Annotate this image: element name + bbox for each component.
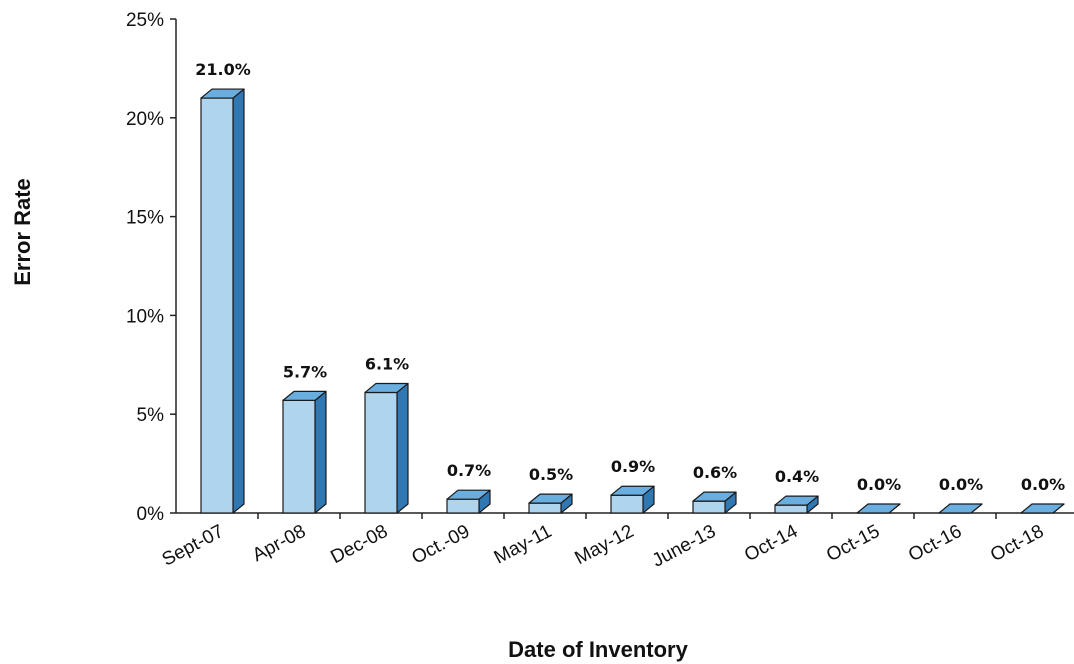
- x-tick-label: Oct.-09: [408, 521, 473, 569]
- y-tick-label: 15%: [126, 208, 164, 229]
- x-tick-label: Oct-18: [987, 521, 1047, 566]
- bar-front-face: [200, 97, 234, 514]
- x-tick-label: Apr-08: [249, 521, 309, 566]
- bar: [282, 390, 327, 514]
- bar-top-face: [1020, 503, 1065, 514]
- bar-front-face: [446, 498, 480, 514]
- data-label: 0.4%: [775, 467, 819, 486]
- bar: [692, 491, 737, 514]
- bar-top-face: [692, 491, 737, 502]
- y-axis: 0% 5% 10% 15% 20% 25%: [126, 10, 177, 525]
- x-tick-label: Oct-15: [823, 521, 883, 566]
- y-tick-label: 25%: [126, 10, 164, 31]
- x-tick-label: May-11: [491, 521, 556, 569]
- bar-front-face: [364, 391, 398, 514]
- bar: [528, 493, 573, 514]
- bar-side-face: [232, 88, 245, 514]
- bar: [364, 382, 409, 514]
- bar-top-face: [528, 493, 573, 504]
- bar-front-face: [610, 494, 644, 514]
- bar-top-face: [610, 485, 655, 496]
- x-axis-title: Date of Inventory: [508, 637, 688, 662]
- y-tick-label: 5%: [137, 405, 165, 426]
- data-label: 0.0%: [939, 475, 983, 494]
- bar-top-face: [856, 503, 901, 514]
- x-tick-label: Dec-08: [327, 521, 391, 568]
- bar: [856, 503, 901, 514]
- y-axis-title: Error Rate: [10, 178, 35, 286]
- bar-front-face: [528, 502, 562, 514]
- data-label: 0.0%: [1021, 475, 1065, 494]
- bar-top-face: [200, 88, 245, 99]
- data-label: 0.0%: [857, 475, 901, 494]
- x-tick-label: Sept-07: [159, 521, 228, 571]
- bar-top-face: [774, 495, 819, 506]
- bar-side-face: [396, 382, 409, 514]
- y-tick-label: 10%: [126, 306, 164, 327]
- x-tick-label: Oct-14: [741, 521, 802, 567]
- data-label: 0.9%: [611, 457, 655, 476]
- bar: [774, 495, 819, 514]
- bar-front-face: [774, 504, 808, 514]
- data-label: 0.6%: [693, 463, 737, 482]
- bars: [200, 88, 1065, 514]
- data-label: 0.7%: [447, 461, 491, 480]
- x-axis: Sept-07 Apr-08 Dec-08 Oct.-09 May-11 May-12 Ju…: [159, 512, 1074, 572]
- bar: [446, 489, 491, 514]
- bar-front-face: [282, 399, 316, 514]
- y-tick-label: 20%: [126, 109, 164, 130]
- bar-side-face: [314, 390, 327, 514]
- bar-front-face: [692, 500, 726, 514]
- bar: [938, 503, 983, 514]
- data-label: 6.1%: [365, 354, 409, 373]
- x-tick-label: May-12: [572, 521, 638, 569]
- bar: [610, 485, 655, 514]
- data-label: 0.5%: [529, 465, 573, 484]
- bar: [1020, 503, 1065, 514]
- bar-top-face: [282, 390, 327, 401]
- bar-top-face: [364, 382, 409, 394]
- data-labels: 21.0% 5.7% 6.1% 0.7% 0.5% 0.9% 0.6% 0.4% 0.0% 0.0…: [195, 60, 1065, 494]
- x-tick-label: Oct-16: [905, 521, 965, 566]
- x-tick-label: June-13: [649, 521, 719, 572]
- y-tick-label: 0%: [137, 504, 165, 525]
- data-label: 5.7%: [283, 362, 327, 381]
- data-label: 21.0%: [195, 60, 251, 79]
- bar-top-face: [446, 489, 491, 500]
- bar-top-face: [938, 503, 983, 514]
- bar: [200, 88, 245, 514]
